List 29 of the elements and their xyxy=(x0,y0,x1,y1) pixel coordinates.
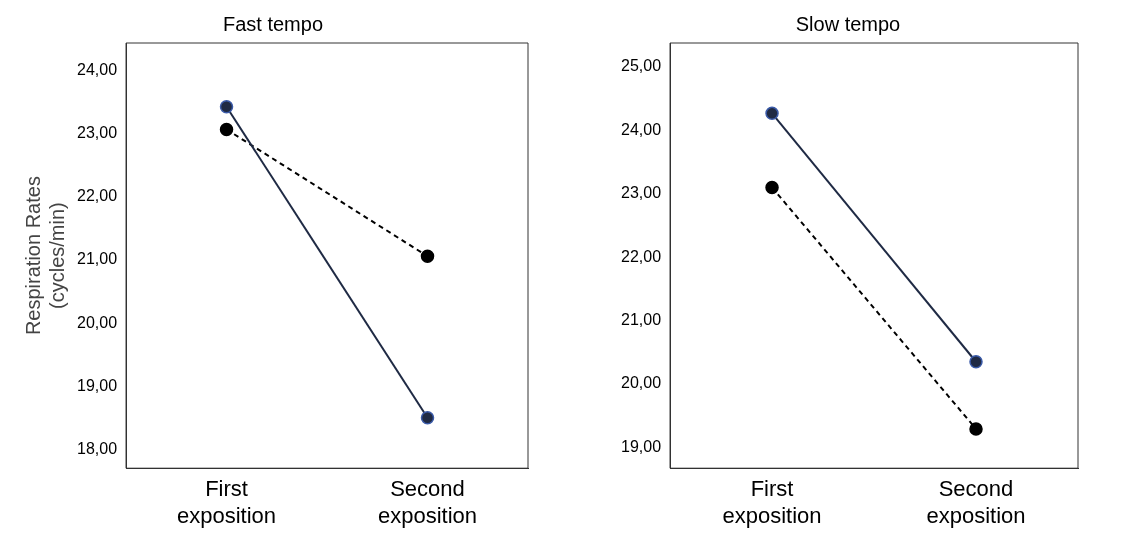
x-tick-label: Second exposition xyxy=(377,476,478,528)
x-tick-label: First exposition xyxy=(176,476,277,528)
y-tick-label: 18,00 xyxy=(76,439,118,457)
point xyxy=(765,180,779,195)
y-tick-label: 25,00 xyxy=(620,57,662,75)
point xyxy=(420,410,435,425)
y-tick-label: 24,00 xyxy=(76,61,118,79)
y-tick-label: 20,00 xyxy=(620,374,662,392)
point xyxy=(969,422,983,436)
point xyxy=(420,249,435,263)
point xyxy=(969,354,983,369)
point xyxy=(219,122,234,137)
chart-title: Slow tempo xyxy=(795,12,901,35)
y-axis-title: Respiration Rates (cycles/min) xyxy=(21,176,68,336)
y-tick-label: 22,00 xyxy=(76,187,118,205)
x-tick-label: First exposition xyxy=(722,476,822,528)
y-tick-label: 23,00 xyxy=(76,124,118,142)
y-tick-label: 21,00 xyxy=(620,310,662,328)
point xyxy=(219,99,234,114)
y-tick-label: 20,00 xyxy=(76,313,118,331)
chart-title: Fast tempo xyxy=(222,12,324,35)
y-tick-label: 21,00 xyxy=(76,250,118,268)
y-tick-label: 19,00 xyxy=(620,437,662,455)
y-tick-label: 19,00 xyxy=(76,376,118,394)
y-tick-label: 24,00 xyxy=(620,120,662,138)
x-tick-label: Second exposition xyxy=(926,476,1026,528)
y-tick-label: 22,00 xyxy=(620,247,662,265)
point xyxy=(765,106,779,121)
y-tick-label: 23,00 xyxy=(620,184,662,202)
